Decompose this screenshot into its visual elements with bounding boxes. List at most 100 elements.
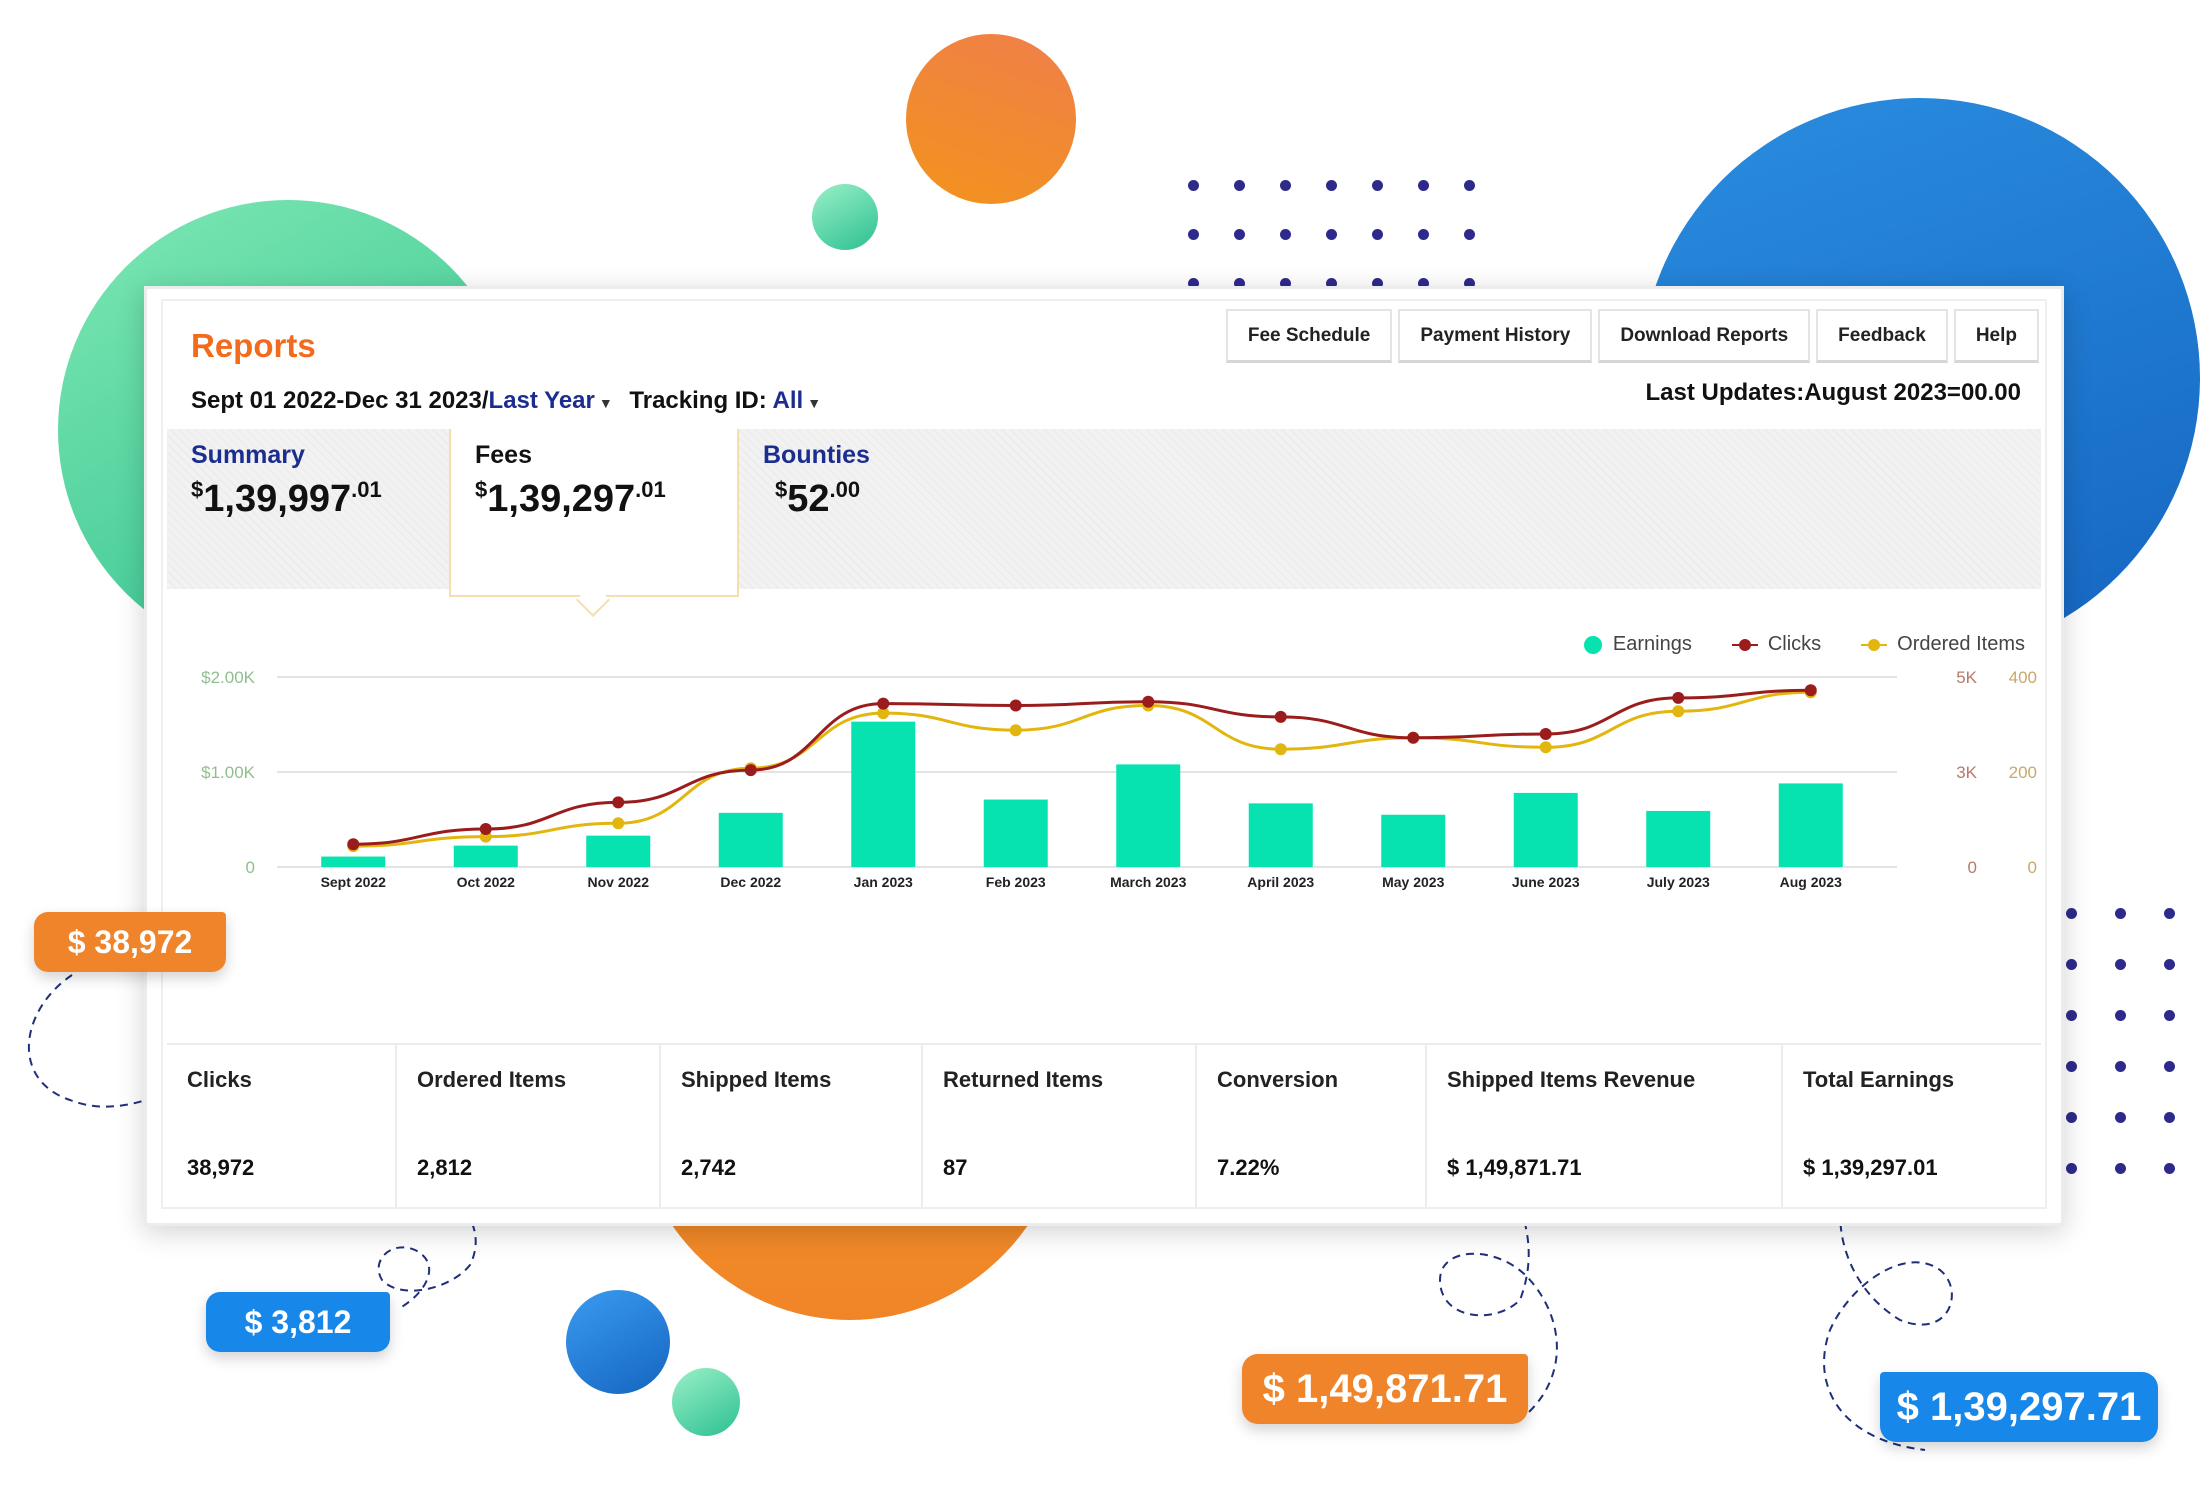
clicks-swatch-icon — [1731, 638, 1758, 651]
ordered-items-point — [612, 817, 625, 830]
ordered-items-point — [1009, 724, 1022, 737]
earnings-bar — [1646, 810, 1711, 867]
stat-conversion: Conversion 7.22% — [1197, 1045, 1427, 1207]
dot-grid-top-decoration — [1188, 180, 1475, 289]
clicks-point — [347, 838, 360, 851]
ordered-items-point — [1274, 743, 1287, 756]
earnings-swatch-icon — [1583, 635, 1602, 654]
stat-shipped-items-revenue: Shipped Items Revenue $ 1,49,871.71 — [1427, 1045, 1783, 1207]
small-blue-circle-decoration — [566, 1290, 670, 1394]
clicks-point — [1274, 710, 1287, 723]
chevron-down-icon[interactable]: ▼ — [807, 395, 822, 411]
earnings-bar — [851, 721, 916, 867]
tracking-id-dropdown[interactable]: All — [772, 387, 804, 414]
y-tick-label: 0 — [246, 858, 255, 877]
earnings-bar — [586, 835, 651, 867]
clicks-point — [1142, 695, 1155, 708]
tab-bounties[interactable]: Bounties $52.00 — [739, 429, 1039, 589]
legend-earnings[interactable]: Earnings — [1583, 633, 1692, 656]
y2-tick-label: 5K — [1956, 668, 1977, 687]
tab-summary-label: Summary — [191, 441, 305, 469]
stat-total-earnings: Total Earnings $ 1,39,297.01 — [1783, 1045, 2041, 1207]
clicks-point — [479, 823, 492, 835]
x-tick-label: Sept 2022 — [321, 874, 387, 890]
clicks-line — [353, 688, 1811, 846]
legend-clicks[interactable]: Clicks — [1731, 633, 1821, 656]
report-tabs: Summary $1,39,997.01 Fees $1,39,297.01 B… — [167, 429, 2041, 617]
stat-shipped-items: Shipped Items 2,742 — [661, 1045, 923, 1207]
dot-grid-right-decoration — [2066, 908, 2175, 1174]
clicks-point — [1407, 731, 1420, 744]
tab-fees-label: Fees — [475, 441, 532, 469]
tab-summary-value: $1,39,997.01 — [191, 477, 382, 520]
feedback-button[interactable]: Feedback — [1816, 309, 1948, 363]
stat-value: 87 — [943, 1155, 968, 1180]
stat-ordered-items: Ordered Items 2,812 — [397, 1045, 661, 1207]
stat-label: Total Earnings — [1803, 1067, 1955, 1092]
x-tick-label: March 2023 — [1110, 874, 1186, 890]
reports-panel: Reports Fee Schedule Payment History Dow… — [161, 299, 2047, 1209]
ordered-items-point — [1539, 741, 1552, 754]
clicks-point — [877, 697, 890, 710]
earnings-bar — [718, 812, 783, 867]
period-dropdown[interactable]: Last Year — [488, 387, 595, 414]
page-title: Reports — [191, 327, 316, 364]
stat-label: Shipped Items Revenue — [1447, 1067, 1696, 1092]
stats-row: Clicks 38,972 Ordered Items 2,812 Shippe… — [167, 1043, 2041, 1207]
tab-bounties-label: Bounties — [763, 441, 870, 469]
y3-tick-label: 400 — [2009, 668, 2037, 687]
x-tick-label: Feb 2023 — [986, 874, 1046, 890]
stat-label: Conversion — [1217, 1067, 1339, 1092]
revenue-badge: $ 1,49,871.71 — [1242, 1354, 1528, 1424]
ordered-items-point — [877, 707, 890, 720]
earnings-bar — [1248, 803, 1313, 867]
clicks-point — [744, 764, 757, 777]
clicks-point — [1804, 684, 1817, 697]
ordered-items-swatch-icon — [1861, 638, 1888, 651]
help-button[interactable]: Help — [1953, 309, 2039, 363]
y-tick-label: $1.00K — [201, 763, 256, 782]
x-tick-label: Dec 2022 — [720, 874, 781, 890]
tab-fees-value: $1,39,297.01 — [475, 477, 666, 520]
small-green-circle-decoration — [812, 184, 878, 250]
stat-value: $ 1,39,297.01 — [1803, 1155, 1938, 1180]
earnings-bar — [1778, 783, 1843, 867]
x-tick-label: June 2023 — [1512, 874, 1580, 890]
legend-ordered-items[interactable]: Ordered Items — [1861, 633, 2025, 656]
chevron-down-icon[interactable]: ▼ — [598, 395, 613, 411]
earnings-chart: 0 0 0 $1.00K 3K 200 $2.00K 5K 400 Sept 2022 Oct 20… — [201, 668, 2037, 890]
y3-tick-label: 0 — [2028, 858, 2037, 877]
top-nav: Fee Schedule Payment History Download Re… — [1225, 309, 2039, 363]
stat-clicks: Clicks 38,972 — [167, 1045, 397, 1207]
tab-summary[interactable]: Summary $1,39,997.01 — [167, 429, 447, 589]
clicks-point — [612, 796, 625, 809]
fee-schedule-button[interactable]: Fee Schedule — [1225, 309, 1393, 363]
tracking-label: Tracking ID: — [629, 387, 767, 414]
tab-fees[interactable]: Fees $1,39,297.01 — [449, 429, 739, 617]
x-tick-label: Jan 2023 — [854, 874, 913, 890]
x-tick-label: Aug 2023 — [1780, 874, 1842, 890]
earnings-bar — [321, 856, 386, 867]
payment-history-button[interactable]: Payment History — [1398, 309, 1593, 363]
x-tick-label: April 2023 — [1247, 874, 1314, 890]
earnings-bar — [1116, 764, 1181, 867]
stat-label: Ordered Items — [417, 1067, 567, 1092]
clicks-point — [1672, 691, 1685, 704]
x-tick-label: May 2023 — [1382, 874, 1444, 890]
stat-value: 7.22% — [1217, 1155, 1280, 1180]
tab-bounties-value: $52.00 — [775, 477, 861, 520]
stat-label: Shipped Items — [681, 1067, 832, 1092]
date-range: Sept 01 2022-Dec 31 2023/ — [191, 387, 489, 414]
stat-value: 2,812 — [417, 1155, 473, 1180]
filter-row: Sept 01 2022-Dec 31 2023/Last Year ▼ Trac… — [191, 387, 831, 415]
tiny-green-circle-decoration — [672, 1368, 740, 1436]
x-tick-label: Oct 2022 — [457, 874, 516, 890]
download-reports-button[interactable]: Download Reports — [1598, 309, 1811, 363]
clicks-point — [1009, 699, 1022, 712]
stat-value: 2,742 — [681, 1155, 737, 1180]
ordered-items-badge: $ 3,812 — [206, 1292, 390, 1352]
y2-tick-label: 3K — [1956, 763, 1977, 782]
reports-card: Reports Fee Schedule Payment History Dow… — [144, 286, 2064, 1226]
stat-returned-items: Returned Items 87 — [923, 1045, 1197, 1207]
y3-tick-label: 200 — [2009, 763, 2037, 782]
